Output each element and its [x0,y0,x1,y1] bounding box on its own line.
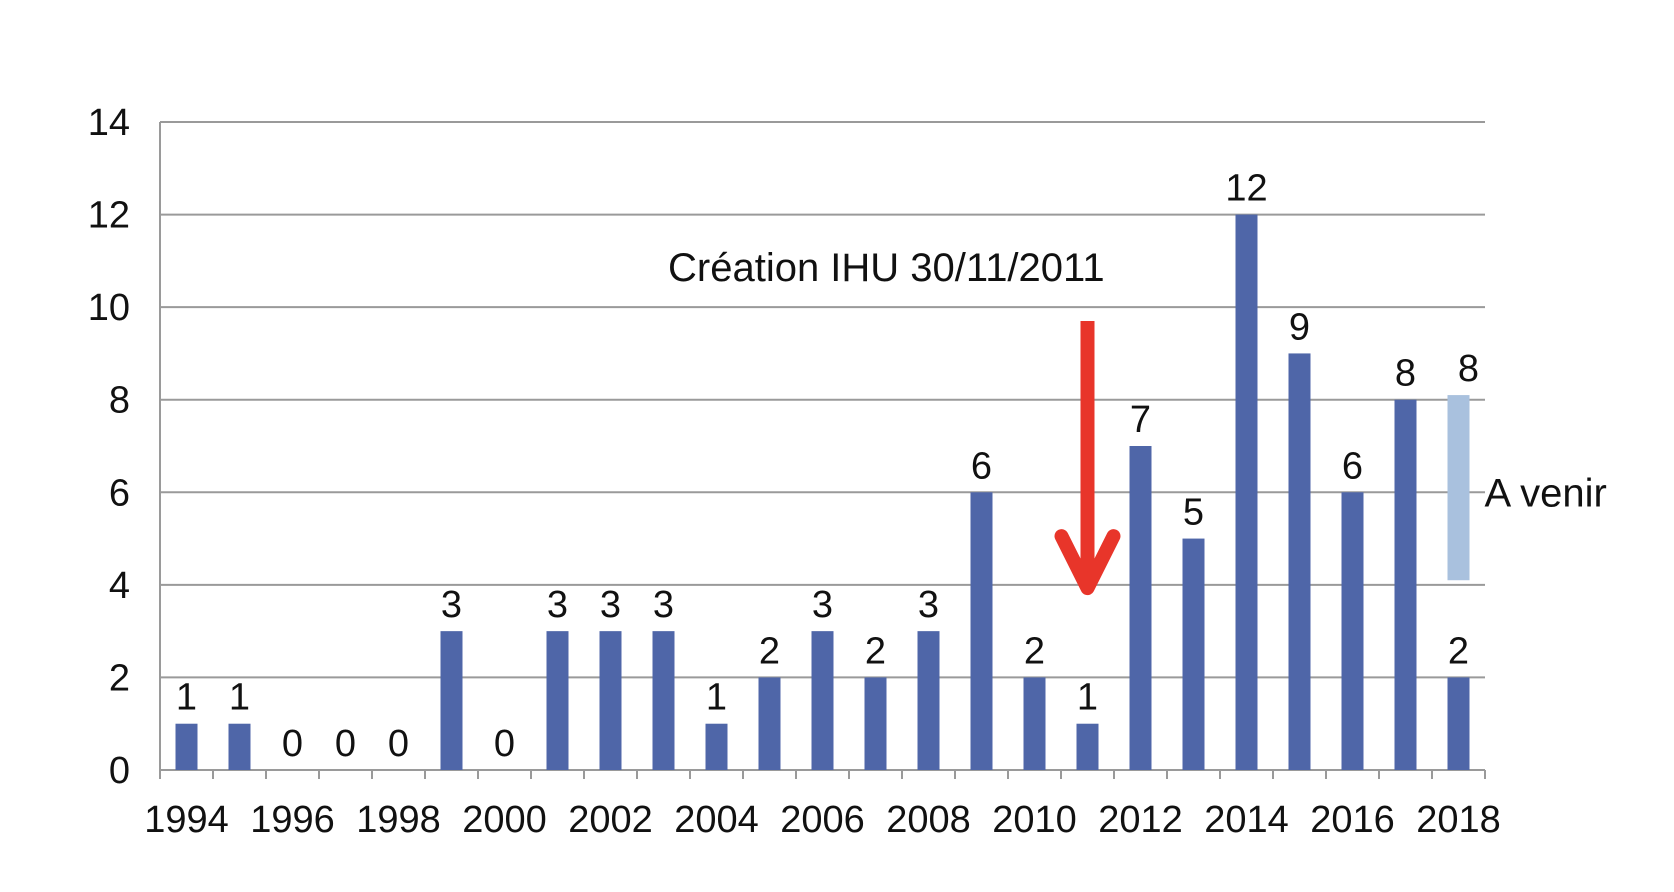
x-tick-label: 2014 [1204,799,1289,841]
x-tick-label: 2018 [1416,799,1501,841]
data-label: 3 [547,584,568,626]
data-label: 6 [971,445,992,487]
annotation-a-venir: A venir [1485,471,1607,515]
data-label: 2 [865,630,886,672]
data-label: 3 [812,584,833,626]
data-label: 3 [441,584,462,626]
x-tick-label: 1998 [356,799,441,841]
x-tick-label: 2010 [992,799,1077,841]
y-tick-label: 10 [88,287,130,329]
data-label: 2 [1448,630,1469,672]
data-label: 2 [759,630,780,672]
y-tick-label: 12 [88,195,130,237]
data-label-forecast: 8 [1458,348,1479,390]
x-tick-label: 2004 [674,799,759,841]
data-label: 9 [1289,306,1310,348]
bar [705,723,728,770]
bar [652,631,675,770]
data-label: 3 [653,584,674,626]
bar [970,492,993,770]
data-label: 1 [176,677,197,719]
bar [1288,353,1311,770]
x-tick-label: 2002 [568,799,653,841]
bar [1023,677,1046,770]
data-label: 2 [1024,630,1045,672]
bar [228,723,251,770]
data-label: 0 [494,723,515,765]
x-tick-label: 2012 [1098,799,1183,841]
bar [1235,214,1258,771]
data-label: 0 [335,723,356,765]
data-label: 6 [1342,445,1363,487]
bar [175,723,198,770]
bar [811,631,834,770]
bar [864,677,887,770]
bar [1182,538,1205,770]
x-tick-label: 2000 [462,799,547,841]
data-label: 1 [1077,677,1098,719]
data-label: 0 [388,723,409,765]
x-tick-label: 1996 [250,799,335,841]
y-tick-label: 2 [109,657,130,699]
data-label: 1 [229,677,250,719]
y-tick-label: 4 [109,565,130,607]
data-label: 5 [1183,492,1204,534]
data-label: 3 [918,584,939,626]
y-tick-label: 14 [88,102,130,144]
bar [599,631,622,770]
bar [1394,399,1417,770]
bar [546,631,569,770]
bar [1447,677,1470,770]
arrow-head [1054,529,1121,596]
bar-forecast [1447,395,1470,581]
y-tick-label: 0 [109,750,130,792]
data-label: 0 [282,723,303,765]
data-label: 1 [706,677,727,719]
y-tick-label: 6 [109,472,130,514]
x-tick-label: 2016 [1310,799,1395,841]
annotation-ihu-creation: Création IHU 30/11/2011 [668,246,1105,290]
data-label: 7 [1130,399,1151,441]
x-tick-label: 2008 [886,799,971,841]
x-tick-label: 2006 [780,799,865,841]
bar [917,631,940,770]
bar [1341,492,1364,770]
data-label: 12 [1225,168,1267,210]
bar [440,631,463,770]
data-label: 8 [1395,353,1416,395]
bar [758,677,781,770]
data-label: 3 [600,584,621,626]
bar [1076,723,1099,770]
y-tick-label: 8 [109,380,130,422]
x-tick-label: 1994 [144,799,229,841]
bar [1129,446,1152,770]
